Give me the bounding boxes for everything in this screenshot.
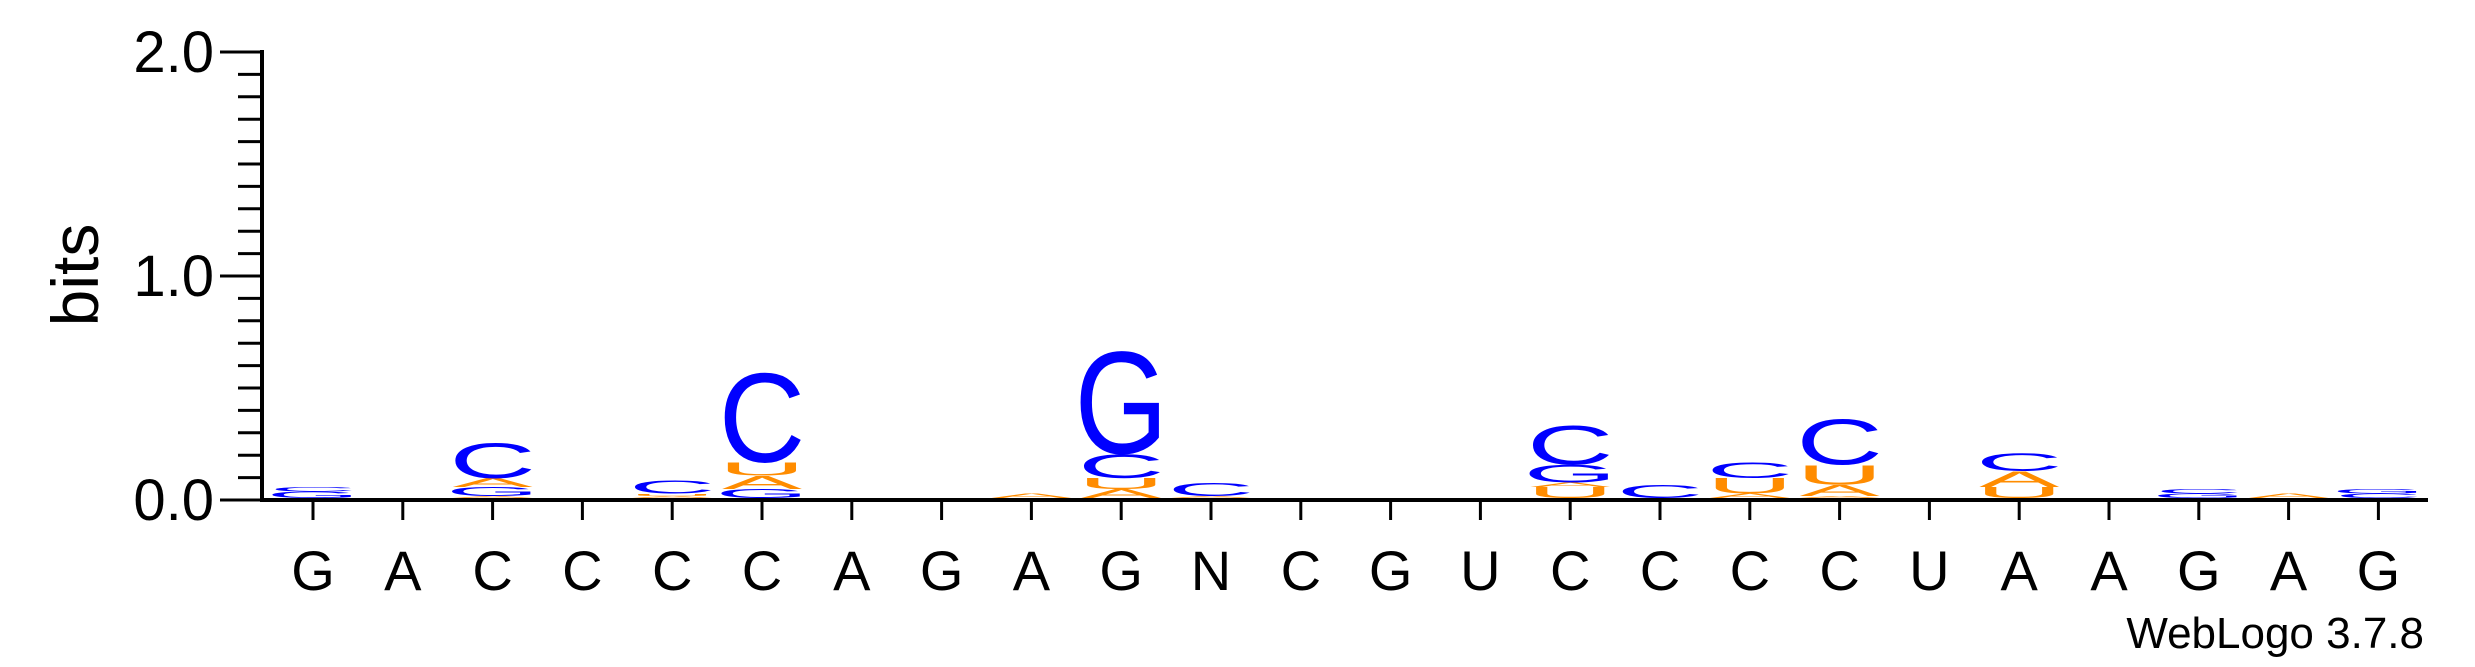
x-tick-label: G <box>2357 539 2401 602</box>
y-ticks: 0.0 1.0 2.0 <box>133 20 262 533</box>
logo-letter: G <box>266 490 359 500</box>
x-tick-label: A <box>833 539 871 602</box>
logo-letter: A <box>991 492 1072 499</box>
x-tick-label: C <box>1550 539 1590 602</box>
x-tick-label: C <box>472 539 512 602</box>
logo-letter: U <box>629 493 716 496</box>
logo-letter: A <box>1979 467 2060 491</box>
y-tick-label: 2.0 <box>133 20 214 85</box>
x-tick-label: A <box>2270 539 2308 602</box>
logo-letter: C <box>1976 449 2063 477</box>
x-tick-label: G <box>291 539 335 602</box>
x-tick-label: G <box>1369 539 1413 602</box>
logo-letter: C <box>1168 479 1255 500</box>
logo-letter: C <box>449 433 536 488</box>
logo-letter: A <box>2249 492 2330 499</box>
logo-letter: C <box>2155 488 2242 495</box>
x-tick-label: A <box>384 539 422 602</box>
logo-letter: A <box>453 476 533 490</box>
logo-letter: A <box>632 495 713 498</box>
logo-letter: C <box>1706 458 1793 482</box>
logo-letter: A <box>453 495 534 498</box>
y-tick-label: 1.0 <box>133 244 214 309</box>
logo-letter: U <box>1796 459 1883 490</box>
logo-letter: C <box>1796 406 1883 478</box>
x-tick-label: A <box>2090 539 2128 602</box>
logo-letter: A <box>1800 482 1880 499</box>
x-tick-label: G <box>2177 539 2221 602</box>
logo-letter: C <box>1078 447 1165 485</box>
logo-letter: C <box>719 348 806 490</box>
logo-letter: G <box>2152 492 2245 499</box>
logo-letter: C <box>1527 414 1614 477</box>
x-tick-label: C <box>1281 539 1321 602</box>
logo-letter: C <box>2335 492 2422 499</box>
x-tick-label: C <box>742 539 782 602</box>
logo-letter: C <box>629 477 716 498</box>
x-tick-label: U <box>1909 539 1949 602</box>
x-tick-label: A <box>2001 539 2039 602</box>
logo-letter: U <box>1976 484 2063 501</box>
x-tick-label: C <box>1730 539 1770 602</box>
logo-letter: G <box>715 487 808 501</box>
x-tick-label: C <box>562 539 602 602</box>
logo-letter: U <box>1078 475 1165 492</box>
logo-letter: G <box>1075 322 1168 485</box>
x-tick-label: U <box>1460 539 1500 602</box>
logo-letter: U <box>1706 474 1793 498</box>
logo-letter: A <box>1710 492 1791 499</box>
logo-letter: A <box>1081 487 1161 501</box>
x-tick-label: N <box>1191 539 1231 602</box>
logo-letter: A <box>1171 495 1252 498</box>
x-tick-label: A <box>1013 539 1051 602</box>
x-tick-label: G <box>1099 539 1143 602</box>
logo-letter: G <box>1524 460 1617 488</box>
logo-letter: A <box>1800 495 1881 498</box>
logo-letter: C <box>1617 481 1704 502</box>
x-tick-label: C <box>1819 539 1859 602</box>
x-tick-label: C <box>652 539 692 602</box>
x-tick-label: G <box>920 539 964 602</box>
logo-letter: G <box>2332 488 2425 495</box>
logo-letter: C <box>270 486 357 493</box>
x-tick-label: C <box>1640 539 1680 602</box>
logo-letter: A <box>722 472 803 493</box>
weblogo-version-label: WebLogo 3.7.8 <box>2126 609 2424 658</box>
y-tick-label: 0.0 <box>133 468 214 533</box>
logo-letter: G <box>446 485 539 499</box>
y-axis-label: bits <box>38 224 112 327</box>
logo-letter: U <box>719 459 806 480</box>
axes <box>260 50 2428 502</box>
logo-letter: U <box>1527 484 1614 501</box>
logo-letter: A <box>1530 481 1611 488</box>
